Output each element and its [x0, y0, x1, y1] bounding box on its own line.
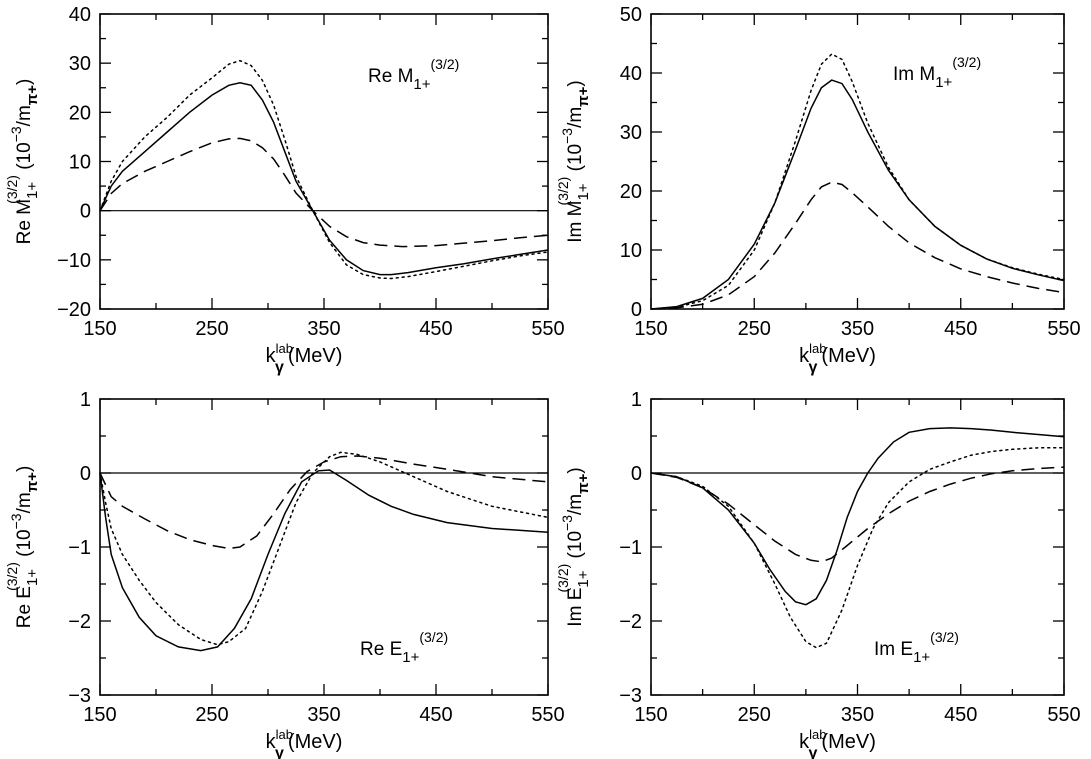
y-axis-label: Re E1+(3/2) (10−3/mπ+) — [4, 466, 41, 629]
series-line-dashed — [99, 455, 549, 550]
x-tick-label: 350 — [307, 318, 340, 340]
y-tick-label: 20 — [69, 102, 91, 124]
y-axis-label: Re M1+(3/2) (10−3/mπ+) — [4, 79, 41, 245]
y-tick-label: −1 — [619, 537, 642, 559]
panel-re-m1plus: 150 250 350 450 550 −20 −10 0 10 20 30 40 Re M1+(3/2… — [4, 4, 565, 376]
x-tick-label: 550 — [1047, 704, 1080, 726]
x-tick-label: 250 — [738, 318, 771, 340]
y-axis-label: Im E1+(3/2) (10−3/mπ+) — [555, 467, 592, 626]
y-tick-label: 0 — [80, 201, 91, 223]
series-line-dashed — [99, 137, 549, 248]
x-tick-label: 450 — [419, 704, 452, 726]
series-line-solid — [650, 79, 1065, 310]
panel-annotation: Re E1+(3/2) — [360, 629, 448, 666]
x-tick-label: 350 — [841, 318, 874, 340]
series-line-dotted — [99, 451, 549, 646]
y-tick-label: 20 — [620, 181, 642, 203]
x-tick-label: 550 — [1047, 318, 1080, 340]
y-tick-label: 1 — [631, 389, 642, 411]
x-tick-label: 350 — [841, 704, 874, 726]
x-axis-label: klab γ(MeV) — [799, 341, 876, 376]
x-tick-label: 250 — [738, 704, 771, 726]
y-tick-label: −2 — [619, 611, 642, 633]
y-tick-label: −3 — [619, 685, 642, 707]
y-tick-label: 10 — [620, 240, 642, 262]
y-tick-label: 50 — [620, 4, 642, 26]
panel-annotation: Im E1+(3/2) — [874, 629, 959, 666]
series-line-dotted — [650, 53, 1065, 310]
x-tick-label: 150 — [634, 704, 667, 726]
x-axis-label: klab γ(MeV) — [799, 727, 876, 759]
y-tick-label: 10 — [69, 152, 91, 174]
y-tick-label: −1 — [68, 537, 91, 559]
series-line-dashed — [650, 181, 1065, 310]
series-line-dotted — [99, 59, 549, 280]
x-tick-label: 250 — [195, 704, 228, 726]
panel-im-e1plus: 150 250 350 450 550 −3 −2 −1 0 1 Im E1+(3/2) klab γ(… — [555, 389, 1081, 759]
panel-re-e1plus: 150 250 350 450 550 −3 −2 −1 0 1 Re E1+(3/2) klab γ(… — [4, 389, 565, 759]
x-tick-label: 250 — [195, 318, 228, 340]
x-tick-label: 450 — [944, 318, 977, 340]
y-tick-label: 30 — [620, 122, 642, 144]
x-axis-label: klab γ(MeV) — [266, 727, 343, 759]
series-line-solid — [99, 82, 549, 276]
y-tick-label: 0 — [631, 463, 642, 485]
panel-annotation: Re M1+(3/2) — [368, 56, 459, 93]
x-tick-label: 350 — [307, 704, 340, 726]
x-tick-label: 450 — [944, 704, 977, 726]
y-tick-label: −10 — [57, 250, 91, 272]
plot-frame — [650, 398, 1065, 696]
panel-annotation: Im M1+(3/2) — [893, 54, 981, 91]
y-tick-label: −3 — [68, 685, 91, 707]
panel-im-m1plus: 150 250 350 450 550 0 10 20 30 40 50 Im M1+(3/2) kla… — [555, 4, 1081, 376]
y-tick-label: 40 — [620, 63, 642, 85]
x-tick-label: 450 — [419, 318, 452, 340]
plot-frame — [99, 398, 549, 696]
y-tick-label: −2 — [68, 611, 91, 633]
y-tick-label: 1 — [80, 389, 91, 411]
series-line-solid — [99, 469, 549, 652]
x-tick-label: 150 — [634, 318, 667, 340]
y-tick-label: 30 — [69, 53, 91, 75]
x-tick-label: 550 — [531, 704, 564, 726]
y-axis-label: Im M1+(3/2) (10−3/mπ+) — [555, 80, 592, 243]
x-tick-label: 150 — [83, 704, 116, 726]
y-tick-label: 0 — [631, 299, 642, 321]
x-tick-label: 150 — [83, 318, 116, 340]
x-tick-label: 550 — [531, 318, 564, 340]
series-line-dashed — [650, 466, 1065, 563]
y-tick-label: 0 — [80, 463, 91, 485]
y-tick-label: −20 — [57, 299, 91, 321]
x-axis-label: klab γ(MeV) — [266, 341, 343, 376]
y-tick-label: 40 — [69, 4, 91, 26]
series-line-dotted — [650, 447, 1065, 649]
series-line-solid — [650, 427, 1065, 606]
